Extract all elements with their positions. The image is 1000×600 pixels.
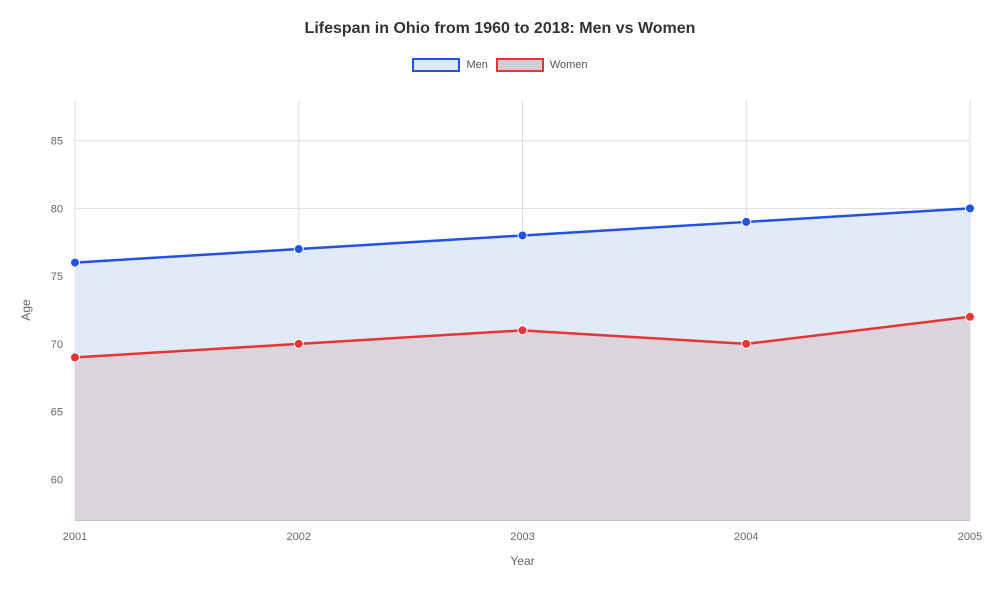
svg-text:85: 85 bbox=[51, 136, 63, 148]
svg-text:Year: Year bbox=[510, 554, 534, 568]
svg-text:2005: 2005 bbox=[958, 531, 982, 543]
svg-text:2003: 2003 bbox=[510, 531, 534, 543]
chart-container: Lifespan in Ohio from 1960 to 2018: Men … bbox=[0, 0, 1000, 600]
svg-text:65: 65 bbox=[51, 407, 63, 419]
svg-text:70: 70 bbox=[51, 339, 63, 351]
svg-text:Age: Age bbox=[19, 299, 33, 321]
svg-text:80: 80 bbox=[51, 203, 63, 215]
svg-text:75: 75 bbox=[51, 271, 63, 283]
svg-text:2002: 2002 bbox=[287, 531, 311, 543]
svg-text:2004: 2004 bbox=[734, 531, 758, 543]
svg-text:60: 60 bbox=[51, 474, 63, 486]
plot-area: 60 65 70 75 80 85 2001 2002 2003 2004 2005 Age Year bbox=[0, 0, 1000, 600]
svg-text:2001: 2001 bbox=[63, 531, 87, 543]
